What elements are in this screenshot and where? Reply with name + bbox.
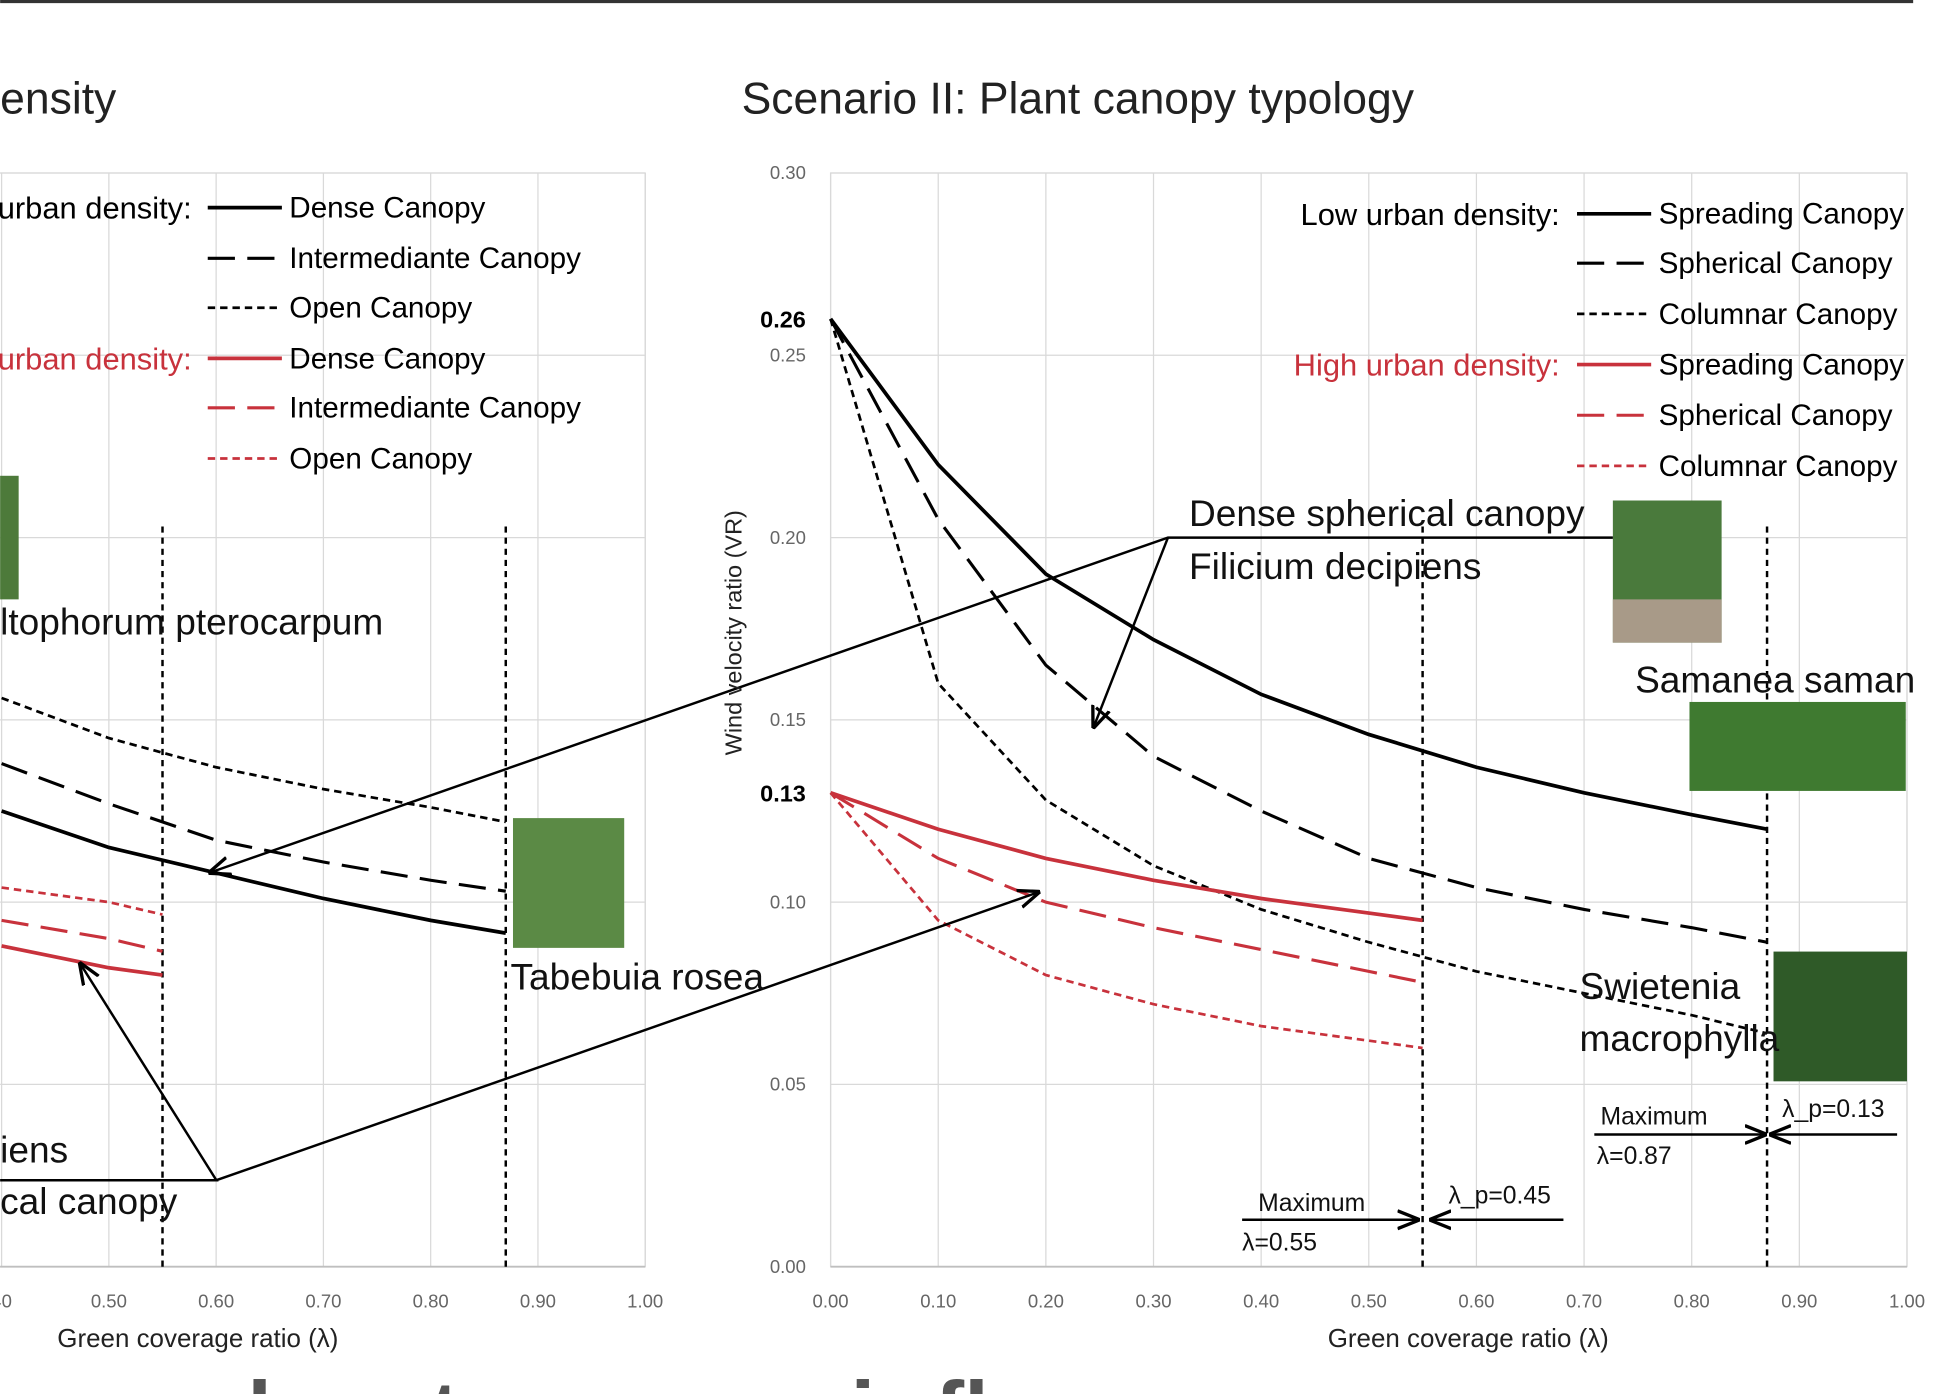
y-tick-label: 0.05 — [770, 1074, 806, 1095]
x-tick-label: 0.50 — [1351, 1290, 1387, 1311]
chart-title: ensity — [0, 75, 117, 124]
x-tick-label: 0.90 — [520, 1290, 556, 1311]
legend-label: Columnar Canopy — [1659, 298, 1898, 331]
legend-label: Spherical Canopy — [1659, 399, 1893, 432]
y-tick-label: 0.25 — [770, 344, 806, 365]
legend-label: Spreading Canopy — [1659, 348, 1905, 381]
legend-label: Open Canopy — [289, 292, 472, 325]
x-tick-label: 1.00 — [627, 1290, 663, 1311]
annotation: Maximum — [1258, 1190, 1365, 1217]
legend-label: Spherical Canopy — [1659, 247, 1893, 280]
x-tick-label: 0.80 — [413, 1290, 449, 1311]
annotation: ltophorum pterocarpum — [0, 601, 383, 643]
x-tick-label: 0.60 — [198, 1290, 234, 1311]
page: 40 0.50 0.60 0.70 0.80 0.90 1.00 0.00 0.10 0.20 0.… — [0, 0, 1938, 1394]
x-tick-label: 0.30 — [1135, 1290, 1171, 1311]
y-tick-label: 0.20 — [770, 527, 806, 548]
y-tick-label: 0.10 — [770, 891, 806, 912]
x-tick-label: 0.40 — [1243, 1290, 1279, 1311]
annotation: Dense spherical canopy — [1189, 492, 1585, 534]
y-tick-label: 0.30 — [770, 162, 806, 183]
tree-photo — [0, 476, 19, 600]
x-tick-label: 40 — [0, 1290, 12, 1311]
figure: 40 0.50 0.60 0.70 0.80 0.90 1.00 0.00 0.10 0.20 0.… — [0, 0, 1938, 1394]
annotation: macrophylla — [1579, 1017, 1779, 1059]
annotation: λ_p=0.45 — [1448, 1183, 1550, 1210]
legend-group-label: Low urban density: — [1301, 197, 1560, 232]
legend-label: Intermediante Canopy — [289, 242, 581, 275]
legend-group-label: High urban density: — [1294, 348, 1560, 383]
x-tick-label: 0.50 — [91, 1290, 127, 1311]
annotation: Maximum — [1601, 1104, 1708, 1131]
annotation: λ=0.55 — [1242, 1230, 1317, 1257]
legend-label: Spreading Canopy — [1659, 198, 1905, 231]
annotation: Samanea saman — [1635, 659, 1915, 701]
x-tick-label: 0.90 — [1781, 1290, 1817, 1311]
x-axis-label: Green coverage ratio (λ) — [57, 1325, 338, 1353]
legend-label: Open Canopy — [289, 442, 472, 475]
legend-label: Columnar Canopy — [1659, 450, 1898, 483]
legend-group-label: urban density: — [0, 191, 192, 226]
x-axis-label: Green coverage ratio (λ) — [1328, 1325, 1609, 1353]
x-tick-label: 0.60 — [1458, 1290, 1494, 1311]
x-tick-label: 0.20 — [1028, 1290, 1064, 1311]
legend-label: Dense Canopy — [289, 192, 485, 225]
tree-photo — [1613, 599, 1722, 642]
annotation: Filicium decipiens — [1189, 545, 1481, 587]
x-tick-label: 1.00 — [1889, 1290, 1925, 1311]
tree-photo — [513, 818, 624, 948]
x-tick-label: 0.80 — [1674, 1290, 1710, 1311]
annotation: Swietenia — [1579, 965, 1740, 1007]
y-tick-label: 0.15 — [770, 709, 806, 730]
legend-group-label: urban density: — [0, 342, 192, 377]
annotation: Tabebuia rosea — [511, 955, 765, 997]
x-tick-label: 0.70 — [1566, 1290, 1602, 1311]
y-tick-label: 0.00 — [770, 1256, 806, 1277]
y-axis-label: Wind velocity ratio (VR) — [721, 510, 747, 755]
annotation: λ_p=0.13 — [1782, 1096, 1884, 1123]
chart-title: Scenario II: Plant canopy typology — [742, 75, 1415, 124]
x-tick-label: 0.00 — [813, 1290, 849, 1311]
annotation: λ=0.87 — [1597, 1143, 1672, 1170]
page-heading: urban trees on air flow — [158, 1362, 1113, 1394]
tree-photo — [1774, 952, 1907, 1082]
x-tick-label: 0.10 — [920, 1290, 956, 1311]
legend-label: Intermediante Canopy — [289, 392, 581, 425]
annotation: cal canopy — [0, 1180, 178, 1222]
tree-photo — [1689, 702, 1905, 791]
highlight-tick-label: 0.26 — [760, 306, 806, 332]
highlight-tick-label: 0.13 — [760, 780, 806, 806]
legend-label: Dense Canopy — [289, 342, 485, 375]
x-tick-label: 0.70 — [305, 1290, 341, 1311]
annotation: iens — [0, 1128, 68, 1170]
